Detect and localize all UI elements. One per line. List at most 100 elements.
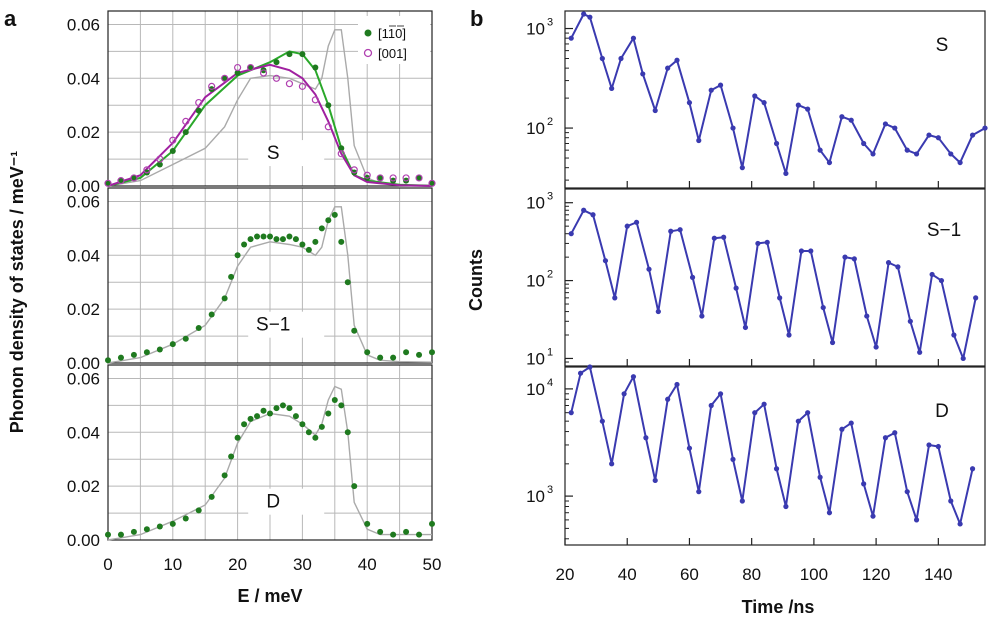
data-point	[786, 332, 792, 338]
data-point-001	[311, 96, 319, 104]
data-point	[982, 125, 988, 131]
data-point	[820, 304, 826, 311]
x-tick-label: 20	[228, 555, 247, 574]
subplot-frame	[107, 187, 433, 364]
data-point	[761, 100, 767, 106]
data-point-110	[221, 472, 228, 479]
legend: [110] [001]	[358, 16, 430, 64]
data-point	[655, 308, 661, 315]
data-point-110	[292, 236, 299, 243]
data-point	[609, 461, 615, 467]
data-point-110	[182, 335, 189, 342]
data-point-001	[143, 166, 151, 174]
data-point-110	[117, 531, 124, 538]
data-point-110	[260, 407, 267, 414]
data-point-110	[195, 107, 202, 114]
data-point-001	[195, 98, 203, 107]
data-point-001	[182, 117, 190, 125]
panel-a-x-axis-label: E / meV	[237, 586, 302, 606]
data-point-001	[259, 69, 268, 77]
x-tick-label: 120	[862, 565, 890, 584]
data-point	[755, 240, 761, 247]
data-point-110	[390, 354, 397, 361]
y-tick-label: 10	[526, 194, 545, 213]
data-point-110	[416, 174, 423, 181]
data-point	[587, 364, 593, 370]
data-point-110	[267, 410, 273, 417]
data-point-110	[318, 225, 325, 232]
data-point	[842, 254, 848, 260]
data-point-110	[325, 217, 332, 224]
data-point-110	[403, 528, 410, 535]
data-point-110	[130, 351, 137, 358]
y-tick-label: 0.00	[67, 531, 100, 550]
data-point	[686, 445, 693, 451]
data-point	[739, 165, 745, 171]
data-point-110	[286, 233, 293, 240]
data-point-110	[234, 434, 241, 441]
data-point-110	[195, 325, 202, 331]
data-point	[817, 474, 823, 480]
data-point	[696, 489, 702, 495]
panel-b-subplot-1: 10 210 3S	[526, 10, 988, 189]
data-point-001	[337, 150, 345, 158]
data-point-110	[182, 129, 189, 136]
subplot-tag-background	[248, 488, 325, 515]
data-point-110	[429, 349, 435, 356]
data-point	[590, 212, 596, 218]
data-point	[568, 35, 574, 41]
data-point	[826, 510, 833, 516]
data-point	[577, 370, 584, 376]
data-point-110	[390, 531, 397, 538]
y-tick-label: 10	[526, 349, 545, 368]
y-tick-exponent: 2	[547, 116, 553, 128]
data-point	[973, 295, 979, 301]
data-point	[839, 426, 845, 432]
data-point-110	[312, 64, 319, 71]
data-point	[773, 140, 780, 147]
data-point	[926, 442, 932, 448]
fit-curve-2	[107, 63, 433, 187]
data-point	[851, 256, 857, 262]
data-point-001	[246, 63, 255, 72]
data-point	[764, 239, 770, 245]
data-point-110	[260, 233, 267, 240]
data-point	[621, 391, 627, 397]
data-point-001	[130, 174, 138, 182]
x-tick-label: 80	[742, 565, 761, 584]
y-tick-label: 0.06	[67, 369, 100, 388]
data-point-001	[272, 74, 281, 82]
data-point	[795, 102, 801, 108]
panel-a-subplot-2: 0.00 0.02 0.04 0.06 S−1	[67, 187, 435, 373]
data-point	[646, 266, 652, 272]
data-point	[798, 248, 805, 254]
data-point	[708, 87, 714, 93]
x-tick-label: 40	[618, 565, 637, 584]
subplot-frame	[564, 10, 986, 189]
y-tick-exponent: 1	[547, 346, 553, 358]
data-point	[618, 55, 624, 62]
data-point	[609, 85, 615, 92]
data-point	[917, 349, 923, 355]
y-tick-label: 0.00	[67, 354, 100, 373]
subplot-tag: S	[267, 143, 280, 164]
data-point-110	[338, 238, 345, 245]
data-point-001	[376, 174, 384, 182]
panel-a-subplot-1: 0.00 0.02 0.04 0.06 S	[67, 10, 436, 196]
data-point	[599, 55, 605, 62]
fit-curve	[570, 366, 974, 525]
x-tick-label: 60	[680, 565, 699, 584]
data-point-001	[234, 63, 242, 72]
y-tick-label: 0.06	[67, 15, 100, 34]
data-point-001	[221, 74, 229, 82]
panel-a-subplot-3: 0.00 0.02 0.04 0.06 D	[67, 364, 435, 550]
data-point-110	[247, 236, 254, 243]
data-point-110	[156, 523, 163, 530]
data-point-110	[312, 434, 319, 441]
data-point	[773, 466, 780, 472]
data-point-110	[221, 295, 228, 302]
data-point-001	[169, 136, 177, 144]
data-point	[892, 430, 898, 436]
data-point	[677, 227, 683, 233]
data-point	[599, 418, 605, 424]
